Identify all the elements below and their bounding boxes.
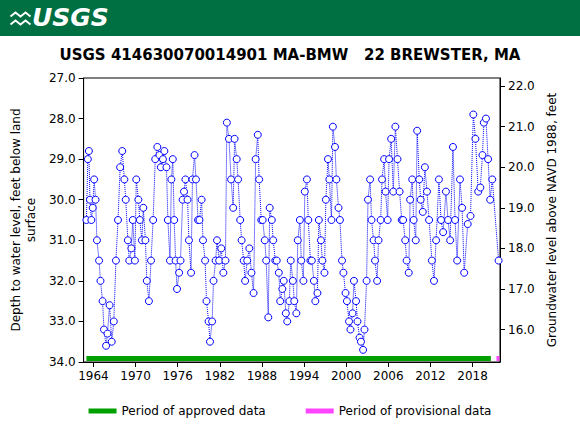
svg-text:29.0: 29.0 [49,152,76,166]
svg-text:21.0: 21.0 [508,120,535,134]
svg-text:16.0: 16.0 [508,323,535,337]
svg-text:Depth to water level, feet bel: Depth to water level, feet below land [9,108,23,331]
svg-text:1964: 1964 [78,369,109,383]
svg-text:22.0: 22.0 [508,79,535,93]
svg-text:27.0: 27.0 [49,71,76,85]
svg-text:1982: 1982 [205,369,236,383]
svg-text:32.0: 32.0 [49,274,76,288]
svg-text:28.0: 28.0 [49,112,76,126]
svg-text:34.0: 34.0 [49,355,76,369]
svg-text:USGS 414630070014901 MA-BMW: USGS 414630070014901 MA-BMW 22 BREWSTER,… [60,46,521,64]
svg-text:17.0: 17.0 [508,282,535,296]
svg-text:surface: surface [24,198,38,242]
svg-text:2006: 2006 [373,369,404,383]
svg-text:2018: 2018 [457,369,488,383]
svg-text:USGS: USGS [32,3,109,32]
svg-text:20.0: 20.0 [508,160,535,174]
svg-text:Period of provisional data: Period of provisional data [339,404,492,418]
svg-text:2000: 2000 [331,369,362,383]
svg-text:30.0: 30.0 [49,193,76,207]
svg-text:1976: 1976 [162,369,193,383]
svg-text:1988: 1988 [247,369,278,383]
svg-text:33.0: 33.0 [49,314,76,328]
svg-text:Period of approved data: Period of approved data [122,404,266,418]
svg-text:31.0: 31.0 [49,233,76,247]
svg-text:1970: 1970 [120,369,151,383]
svg-text:19.0: 19.0 [508,201,535,215]
svg-text:2012: 2012 [415,369,446,383]
svg-text:Groundwater level above NAVD 1: Groundwater level above NAVD 1988, feet [545,92,559,347]
svg-text:18.0: 18.0 [508,241,535,255]
svg-text:1994: 1994 [289,369,320,383]
